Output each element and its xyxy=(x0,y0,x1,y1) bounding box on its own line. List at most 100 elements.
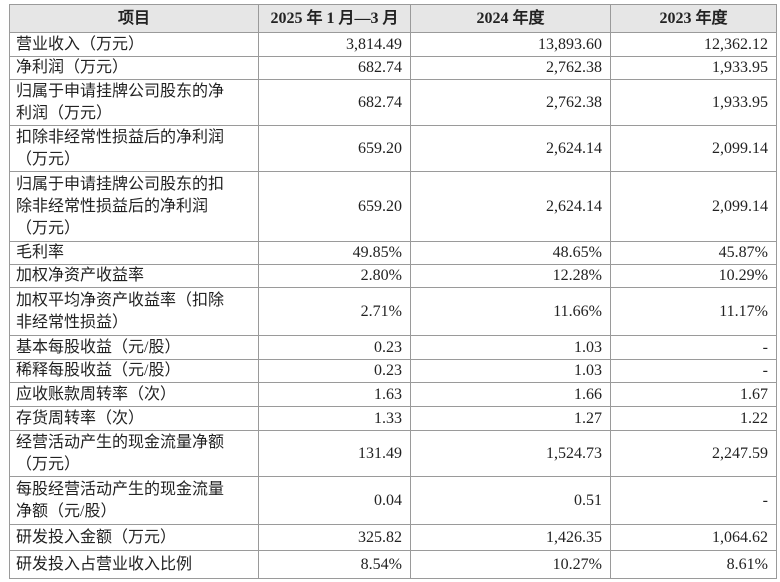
label-line: 归属于申请挂牌公司股东的净 xyxy=(16,82,225,100)
table-row: 每股经营活动产生的现金流量 净额（元/股） 0.04 0.51- xyxy=(9,476,777,525)
table-row: 归属于申请挂牌公司股东的扣 除非经常性损益后的净利润 （万元） 659.20 2,624… xyxy=(9,171,777,242)
value-cell: 1.33 xyxy=(258,406,411,431)
table-row: 经营活动产生的现金流量净额 （万元） 131.49 1,524.73 2,247.59 xyxy=(9,430,777,477)
value-cell: 2,247.59 xyxy=(610,430,777,477)
value-cell: 0.04 xyxy=(258,476,411,525)
value-cell: 11.66% xyxy=(410,287,611,336)
label-line: 除非经常性损益后的净利润 xyxy=(16,197,209,215)
value-cell: 49.85% xyxy=(258,241,411,265)
value-cell: 13,893.60 xyxy=(410,32,611,57)
header-cell: 2024 年度 xyxy=(410,4,611,33)
value-cell: 682.74 xyxy=(258,56,411,80)
value-cell: 0.23 xyxy=(258,335,411,360)
header-cell: 2023 年度 xyxy=(610,4,777,33)
value-cell: 2,099.14 xyxy=(610,125,777,172)
value-cell: 10.27% xyxy=(410,550,611,579)
table-row: 研发投入占营业收入比例 8.54% 10.27% 8.61% xyxy=(9,550,777,579)
label-line: 稀释每股收益（元/股） xyxy=(16,362,181,379)
row-label: 基本每股收益（元/股） xyxy=(9,335,259,360)
label-line: 净额（元/股） xyxy=(16,502,117,520)
value-cell: 1,064.62 xyxy=(610,524,777,551)
value-cell: 11.17% xyxy=(610,287,777,336)
value-cell: 682.74 xyxy=(258,79,411,126)
label-line: 存货周转率（次） xyxy=(16,409,145,427)
row-label: 归属于申请挂牌公司股东的扣 除非经常性损益后的净利润 （万元） xyxy=(9,171,259,242)
table-row: 净利润（万元） 682.74 2,762.38 1,933.95 xyxy=(9,56,777,80)
table-row: 毛利率 49.85% 48.65% 45.87% xyxy=(9,241,777,265)
label-line: 加权平均净资产收益率（扣除 xyxy=(16,291,225,309)
label-line: 基本每股收益（元/股） xyxy=(16,338,181,356)
table-row: 加权净资产收益率 2.80% 12.28% 10.29% xyxy=(9,264,777,288)
row-label: 加权平均净资产收益率（扣除 非经常性损益） xyxy=(9,287,259,336)
table-row: 营业收入（万元） 3,814.49 13,893.60 12,362.12 xyxy=(9,32,777,57)
row-label: 归属于申请挂牌公司股东的净 利润（万元） xyxy=(9,79,259,126)
value-cell: 659.20 xyxy=(258,171,411,242)
value-cell: 1,933.95 xyxy=(610,79,777,126)
value-cell: 1.03 xyxy=(410,359,611,383)
value-cell: 0.23 xyxy=(258,359,411,383)
value-cell: - xyxy=(610,335,777,360)
value-cell: 1.22 xyxy=(610,406,777,431)
value-cell: 45.87% xyxy=(610,241,777,265)
value-cell: - xyxy=(610,359,777,383)
value-cell: 12.28% xyxy=(410,264,611,288)
table-row: 研发投入金额（万元） 325.82 1,426.35 1,064.62 xyxy=(9,524,777,551)
value-cell: 1.03 xyxy=(410,335,611,360)
value-cell: 8.61% xyxy=(610,550,777,579)
value-cell: 2,099.14 xyxy=(610,171,777,242)
value-cell: 8.54% xyxy=(258,550,411,579)
label-line: 营业收入（万元） xyxy=(16,35,145,53)
value-cell: 2,624.14 xyxy=(410,125,611,172)
label-line: 利润（万元） xyxy=(16,104,113,122)
value-cell: 659.20 xyxy=(258,125,411,172)
row-label: 加权净资产收益率 xyxy=(9,264,259,288)
value-cell: 48.65% xyxy=(410,241,611,265)
label-line: 经营活动产生的现金流量净额 xyxy=(16,433,225,451)
row-label: 研发投入金额（万元） xyxy=(9,524,259,551)
value-cell: 325.82 xyxy=(258,524,411,551)
table-body: 营业收入（万元） 3,814.49 13,893.60 12,362.12 净利润（万元… xyxy=(9,32,777,579)
value-cell: 3,814.49 xyxy=(258,32,411,57)
value-cell: 2.80% xyxy=(258,264,411,288)
value-cell: 2.71% xyxy=(258,287,411,336)
table-row: 应收账款周转率（次） 1.63 1.66 1.67 xyxy=(9,382,777,407)
row-label: 营业收入（万元） xyxy=(9,32,259,57)
label-line: 净利润（万元） xyxy=(16,59,129,76)
table-row: 归属于申请挂牌公司股东的净 利润（万元） 682.74 2,762.38 1,933.9… xyxy=(9,79,777,126)
table-row: 存货周转率（次） 1.33 1.27 1.22 xyxy=(9,406,777,431)
value-cell: 1.67 xyxy=(610,382,777,407)
header-cell: 2025 年 1 月—3 月 xyxy=(258,4,411,33)
value-cell: 0.51 xyxy=(410,476,611,525)
value-cell: 1.66 xyxy=(410,382,611,407)
label-line: （万元） xyxy=(16,455,81,473)
row-label: 应收账款周转率（次） xyxy=(9,382,259,407)
label-line: （万元） xyxy=(16,150,81,168)
value-cell: 1,933.95 xyxy=(610,56,777,80)
label-line: 加权净资产收益率 xyxy=(16,267,145,284)
row-label: 稀释每股收益（元/股） xyxy=(9,359,259,383)
row-label: 每股经营活动产生的现金流量 净额（元/股） xyxy=(9,476,259,525)
row-label: 净利润（万元） xyxy=(9,56,259,80)
table-row: 基本每股收益（元/股） 0.23 1.03- xyxy=(9,335,777,360)
label-line: 扣除非经常性损益后的净利润 xyxy=(16,128,225,146)
value-cell: 10.29% xyxy=(610,264,777,288)
header-row: 项目 2025 年 1 月—3 月 2024 年度 2023 年度 xyxy=(9,4,777,33)
financial-table: 项目 2025 年 1 月—3 月 2024 年度 2023 年度 营业收入（万元） 3… xyxy=(9,4,777,579)
value-cell: 2,762.38 xyxy=(410,56,611,80)
value-cell: 1.63 xyxy=(258,382,411,407)
value-cell: - xyxy=(610,476,777,525)
label-line: 非经常性损益） xyxy=(16,313,129,331)
table-row: 扣除非经常性损益后的净利润 （万元） 659.20 2,624.14 2,099.14 xyxy=(9,125,777,172)
row-label: 存货周转率（次） xyxy=(9,406,259,431)
row-label: 扣除非经常性损益后的净利润 （万元） xyxy=(9,125,259,172)
header-cell: 项目 xyxy=(9,4,259,33)
table-row: 稀释每股收益（元/股） 0.23 1.03- xyxy=(9,359,777,383)
label-line: （万元） xyxy=(16,219,81,237)
value-cell: 2,762.38 xyxy=(410,79,611,126)
value-cell: 1,426.35 xyxy=(410,524,611,551)
label-line: 应收账款周转率（次） xyxy=(16,385,177,403)
value-cell: 1,524.73 xyxy=(410,430,611,477)
row-label: 研发投入占营业收入比例 xyxy=(9,550,259,579)
row-label: 毛利率 xyxy=(9,241,259,265)
